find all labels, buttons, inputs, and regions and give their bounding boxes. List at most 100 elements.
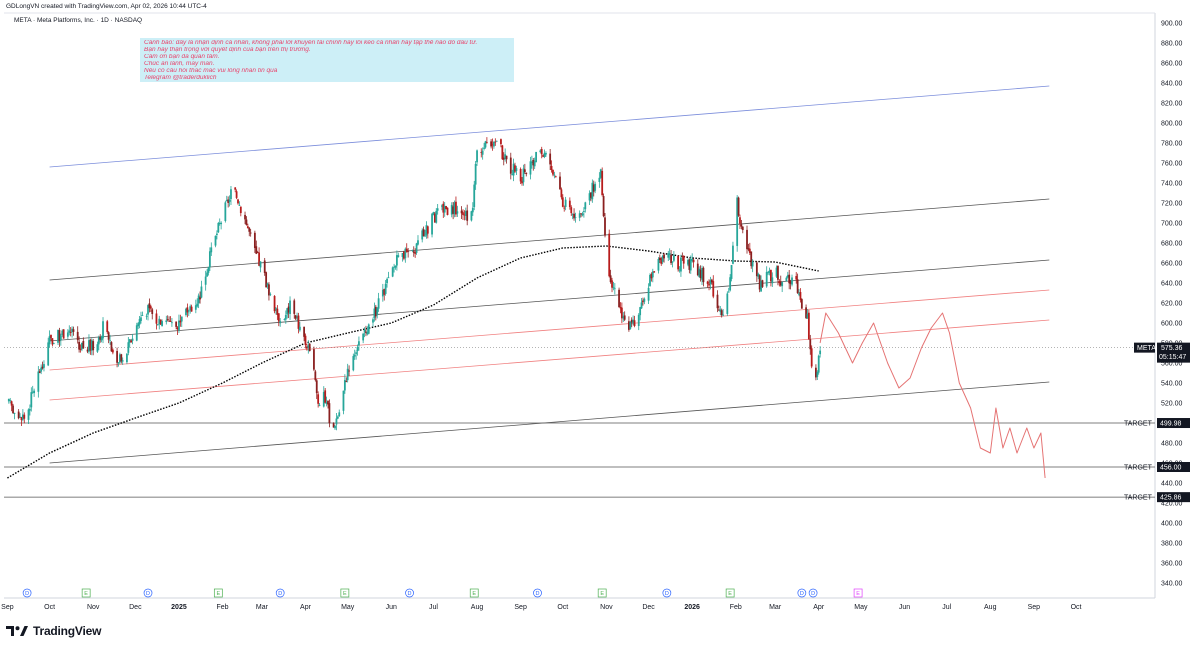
- candle-body: [166, 319, 169, 320]
- candle-body: [151, 309, 154, 315]
- y-tick-label: 780.00: [1161, 141, 1183, 148]
- candle-body: [611, 280, 613, 288]
- y-tick-label: 600.00: [1161, 321, 1183, 328]
- grid: [4, 12, 1156, 599]
- candle-body: [798, 293, 800, 295]
- candle-body: [228, 199, 231, 202]
- candle-body: [642, 300, 644, 303]
- candle-body: [383, 288, 386, 295]
- candle-body: [367, 324, 370, 334]
- event-marker-label: D: [811, 591, 815, 597]
- candle-body: [88, 340, 90, 352]
- candle-body: [296, 316, 298, 318]
- candle-body: [106, 321, 109, 333]
- candle-body: [681, 256, 684, 257]
- candle-body: [41, 366, 44, 369]
- candle-body: [20, 417, 23, 421]
- candle-body: [52, 343, 55, 344]
- candle-body: [277, 313, 280, 322]
- candle-body: [245, 219, 248, 226]
- candle-body: [533, 161, 536, 167]
- target-price-tag: [1157, 492, 1190, 503]
- candle-body: [511, 174, 514, 176]
- x-tick-label: Feb: [730, 604, 742, 611]
- candle-body: [800, 299, 803, 309]
- footer: TradingView: [6, 624, 101, 638]
- candle-body: [433, 213, 436, 223]
- candle-body: [175, 321, 178, 327]
- trend-lines: [49, 85, 1050, 464]
- candle-body: [346, 368, 349, 381]
- candle-body: [696, 263, 699, 276]
- y-tick-label: 860.00: [1161, 61, 1183, 68]
- dividend-marker: [662, 588, 672, 598]
- symbol-line: META · Meta Platforms, Inc. · 1D · NASDA…: [14, 17, 143, 24]
- candle-body: [815, 367, 817, 378]
- x-tick-label: 2025: [171, 604, 187, 611]
- candle-body: [771, 277, 774, 284]
- candle-body: [395, 255, 398, 266]
- x-tick-label: Sep: [514, 604, 527, 611]
- candle-body: [618, 289, 620, 308]
- last-price-tag: [1157, 342, 1190, 363]
- candle-body: [470, 211, 473, 221]
- candle-body: [110, 342, 113, 352]
- candle-body: [268, 284, 270, 296]
- candle-body: [405, 248, 408, 253]
- candle-body: [71, 328, 73, 333]
- candle-body: [619, 307, 622, 309]
- candle-body: [491, 144, 494, 146]
- y-tick-label: 640.00: [1161, 281, 1183, 288]
- candle-body: [57, 329, 59, 343]
- candle-body: [78, 341, 81, 350]
- candle-body: [156, 323, 159, 325]
- x-tick-label: Mar: [769, 604, 782, 611]
- candle-body: [214, 235, 217, 246]
- candle-body: [21, 414, 24, 420]
- candle-body: [446, 207, 449, 215]
- candle-body: [376, 308, 379, 316]
- candle-body: [598, 177, 601, 182]
- event-marker-label: D: [146, 591, 150, 597]
- candle-body: [748, 248, 751, 253]
- candle-body: [761, 280, 764, 287]
- moving-average-line: [7, 245, 819, 479]
- candle-body: [682, 255, 685, 264]
- candle-body: [324, 390, 327, 403]
- candle-body: [775, 267, 778, 277]
- candle-body: [66, 332, 69, 337]
- candle-body: [581, 213, 584, 216]
- last-price-label: 575.36: [1161, 345, 1183, 352]
- candle-body: [432, 212, 435, 215]
- candle-body: [717, 309, 720, 311]
- candle-body: [590, 192, 592, 198]
- candle-body: [435, 210, 438, 223]
- candle-body: [568, 200, 571, 208]
- candle-body: [283, 318, 286, 320]
- candle-body: [500, 139, 502, 145]
- candle-body: [809, 339, 812, 350]
- candle-body: [540, 149, 543, 155]
- candle-body: [96, 344, 99, 352]
- candle-body: [259, 261, 262, 268]
- symbol-tag: [1134, 342, 1155, 353]
- event-marker-label: E: [728, 591, 732, 597]
- candle-body: [817, 355, 820, 373]
- candle-body: [40, 367, 43, 372]
- candle-body: [689, 259, 692, 271]
- candle-body: [200, 286, 203, 298]
- candle-body: [758, 275, 761, 290]
- candle-body: [501, 145, 504, 160]
- candle-body: [86, 349, 89, 352]
- candle-body: [443, 205, 446, 213]
- note-line: Bạn hãy thận trọng với quyết định của bạ…: [144, 46, 311, 53]
- earnings-marker: [340, 588, 350, 598]
- dividend-marker: [22, 588, 32, 598]
- candle-body: [612, 287, 615, 289]
- channel-line: [49, 381, 1050, 464]
- disclaimer-note: Cảnh báo: đây là nhận định cá nhân, khôn…: [140, 38, 514, 82]
- event-marker-label: D: [408, 591, 412, 597]
- candle-body: [609, 275, 612, 283]
- candle-body: [602, 196, 605, 217]
